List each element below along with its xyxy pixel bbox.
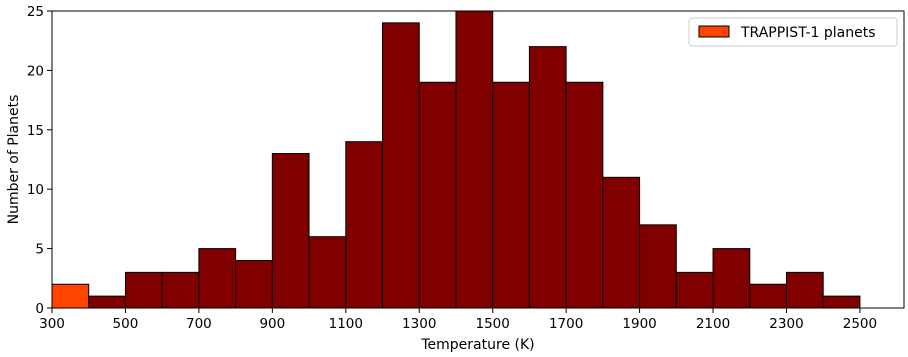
legend-label: TRAPPIST-1 planets bbox=[740, 25, 876, 41]
x-tick-label-3: 900 bbox=[259, 316, 285, 332]
histogram-bar-1-7 bbox=[345, 141, 384, 309]
histogram-bar-1-11 bbox=[492, 81, 530, 309]
x-tick-label-4: 1100 bbox=[329, 316, 363, 332]
histogram-bar-1-4 bbox=[235, 259, 273, 309]
legend-swatch bbox=[698, 25, 730, 38]
y-tick-label-1: 5 bbox=[35, 242, 44, 258]
x-tick-label-0: 300 bbox=[39, 316, 65, 332]
histogram-bar-0-0 bbox=[51, 283, 90, 309]
y-tick-label-3: 15 bbox=[27, 123, 44, 139]
histogram-bar-1-0 bbox=[88, 295, 126, 309]
histogram-bar-1-10 bbox=[455, 10, 494, 309]
histogram-bar-1-17 bbox=[712, 248, 751, 309]
histogram-bar-1-5 bbox=[271, 153, 310, 309]
histogram-bar-1-9 bbox=[418, 81, 457, 309]
legend-box bbox=[688, 17, 898, 47]
x-tick-label-10: 2300 bbox=[769, 316, 803, 332]
histogram-bar-1-3 bbox=[198, 248, 237, 309]
histogram-bar-1-19 bbox=[785, 271, 824, 309]
plot-frame bbox=[51, 10, 905, 309]
histogram-bar-1-8 bbox=[382, 22, 420, 309]
histogram-bar-1-12 bbox=[528, 46, 567, 309]
x-tick-label-8: 1900 bbox=[622, 316, 656, 332]
y-tick-label-0: 0 bbox=[35, 301, 44, 317]
x-tick-label-9: 2100 bbox=[696, 316, 730, 332]
x-tick-label-1: 500 bbox=[113, 316, 139, 332]
x-tick-label-5: 1300 bbox=[402, 316, 436, 332]
y-tick-label-5: 25 bbox=[27, 4, 44, 20]
histogram-bar-1-14 bbox=[602, 176, 641, 309]
histogram-bar-1-20 bbox=[822, 295, 861, 309]
y-tick-label-4: 20 bbox=[27, 63, 44, 79]
x-axis-label: Temperature (K) bbox=[420, 337, 534, 353]
histogram-bar-1-2 bbox=[161, 271, 200, 309]
y-axis-label: Number of Planets bbox=[6, 95, 22, 225]
histogram-bar-1-16 bbox=[675, 271, 714, 309]
x-tick-label-7: 1700 bbox=[549, 316, 583, 332]
legend: TRAPPIST-1 planets bbox=[688, 17, 898, 47]
histogram-bar-1-6 bbox=[308, 236, 347, 309]
y-tick-label-2: 10 bbox=[27, 182, 44, 198]
x-tick-label-6: 1500 bbox=[476, 316, 510, 332]
histogram-bar-1-15 bbox=[639, 224, 677, 309]
histogram-bar-1-1 bbox=[124, 271, 163, 309]
x-axis-ticks: 300 500 700 900 1100 1300 1500 1700 1900 2100 2300… bbox=[39, 308, 877, 332]
x-tick-label-11: 2500 bbox=[843, 316, 877, 332]
x-tick-label-2: 700 bbox=[186, 316, 212, 332]
histogram-bar-1-13 bbox=[565, 81, 604, 309]
y-axis-ticks: 0 5 10 15 20 25 bbox=[27, 4, 52, 317]
histogram-bars bbox=[51, 10, 861, 309]
histogram-bar-1-18 bbox=[749, 283, 787, 309]
